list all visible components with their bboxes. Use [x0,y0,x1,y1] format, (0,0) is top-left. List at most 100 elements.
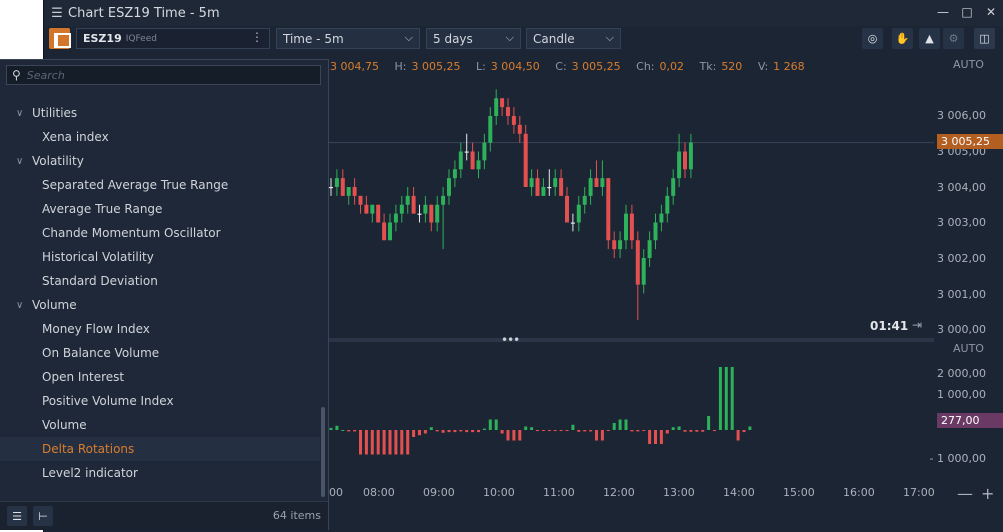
price-auto-scale[interactable]: AUTO [953,58,984,71]
indicator-item[interactable]: Open Interest [0,365,320,389]
indicator-bar [364,430,368,455]
symbol-selector[interactable]: ESZ19 IQFeed ⋮ [76,28,270,49]
scrollbar-thumb[interactable] [321,407,325,497]
hand-icon[interactable]: ✋ [892,28,913,49]
candle-body [500,98,505,108]
candle-body [382,222,387,241]
indicator-label: Utilities [32,106,78,120]
time-tick: 15:00 [783,486,815,499]
chevron-down-icon[interactable]: ∨ [16,299,24,311]
tree-view-icon[interactable]: ⊢ [33,506,53,526]
range-select[interactable]: 5 days ⌵ [426,28,521,49]
candle-body [606,178,611,241]
crosshair-icon[interactable]: ◎ [862,28,883,49]
indicator-bar [335,425,339,430]
candle-body [600,178,605,187]
candle-body [653,222,658,241]
candle-body [370,204,375,214]
scroll-to-end-icon[interactable]: ⇥ [912,318,923,332]
indicator-item[interactable]: Average True Range [0,197,320,221]
indicator-item[interactable]: Money Flow Index [0,317,320,341]
side-panel-icon[interactable]: ◫ [974,28,995,49]
indicator-bar [553,430,557,432]
indicator-group[interactable]: ∨ Volume [0,293,320,317]
indicator-auto-scale[interactable]: AUTO [953,342,984,355]
maximize-icon[interactable]: □ [961,5,973,19]
candle-body [423,204,428,214]
indicator-item[interactable]: Chande Momentum Oscillator [0,221,320,245]
candle-body [612,240,617,250]
layout-toggle-button[interactable] [49,28,71,49]
candle-body [677,151,682,179]
indicator-item[interactable]: Positive Volume Index [0,389,320,413]
close-icon[interactable]: ✕ [985,5,997,19]
list-view-icon[interactable]: ☰ [7,506,27,526]
candle-body [594,178,599,187]
indicator-item[interactable]: Xena index [0,125,320,149]
indicator-item[interactable]: Standard Deviation [0,269,320,293]
time-tick: 12:00 [603,486,635,499]
chevron-down-icon[interactable]: ∨ [16,155,24,167]
indicator-item[interactable]: Delta Rotations [0,437,320,461]
minimize-icon[interactable]: — [937,5,949,19]
chart-type-select[interactable]: Candle ⌵ [526,28,621,49]
menu-icon[interactable]: ☰ [51,5,63,21]
indicator-bar [406,430,410,455]
indicator-item[interactable]: On Balance Volume [0,341,320,365]
indicator-bar [359,430,362,455]
indicator-bar [435,430,439,432]
indicator-bar [695,430,699,432]
indicator-bar [606,430,610,431]
indicator-item[interactable]: Separated Average True Range [0,173,320,197]
indicator-bar [612,423,616,430]
indicator-bar [347,430,351,432]
indicator-bar [441,430,445,433]
candle-body [417,213,422,215]
indicator-bar [388,430,392,455]
indicator-tick: - 1 000,00 [929,452,986,465]
candlestick-chart[interactable] [44,52,934,482]
chevron-down-icon[interactable]: ∨ [16,107,24,119]
indicator-bar [418,430,421,436]
indicator-bar [506,430,510,441]
candle-body [588,178,593,196]
settings-icon[interactable]: ⚙ [943,28,964,49]
more-icon[interactable]: ⋮ [251,30,263,44]
indicator-item[interactable]: Level2 indicator [0,461,320,485]
indicator-bar [648,430,652,444]
timeframe-value: Time - 5m [283,31,344,46]
search-input[interactable] [26,68,297,82]
indicator-item[interactable]: Historical Volatility [0,245,320,269]
candle-body [647,240,652,258]
zoom-in-icon[interactable]: + [981,484,995,503]
timeframe-select[interactable]: Time - 5m ⌵ [276,28,420,49]
panel-footer: ☰ ⊢ 64 items [0,501,328,530]
indicator-bar [459,430,463,432]
candle-body [388,222,392,241]
trade-icon[interactable]: ▲ [919,28,940,49]
candle-body [435,204,440,223]
ticks-value: 520 [721,60,743,73]
items-count: 64 items [272,509,321,522]
candle-body [570,222,575,224]
current-price-tag: 3 005,25 [937,134,1003,149]
indicator-bar [624,419,628,430]
indicator-bar [412,430,416,437]
indicator-group[interactable]: ∨ Volatility [0,149,320,173]
high-label: H: [394,60,407,73]
candle-body [452,169,457,179]
search-box[interactable]: ⚲ [6,65,321,85]
price-tick: 3 006,00 [937,109,986,122]
indicator-group[interactable]: ∨ Utilities [0,101,320,125]
candle-body [476,160,481,170]
drag-handle-icon[interactable]: ••• [501,333,520,347]
pane-splitter[interactable] [44,338,934,342]
candle-body [517,124,522,134]
zoom-out-icon[interactable]: — [957,484,973,503]
candle-body [464,151,469,153]
indicator-bar [701,430,705,432]
candle-body [641,258,646,285]
indicator-item[interactable]: Volume [0,413,320,437]
candle-body [364,204,369,214]
indicator-tick: 2 000,00 [937,367,986,380]
